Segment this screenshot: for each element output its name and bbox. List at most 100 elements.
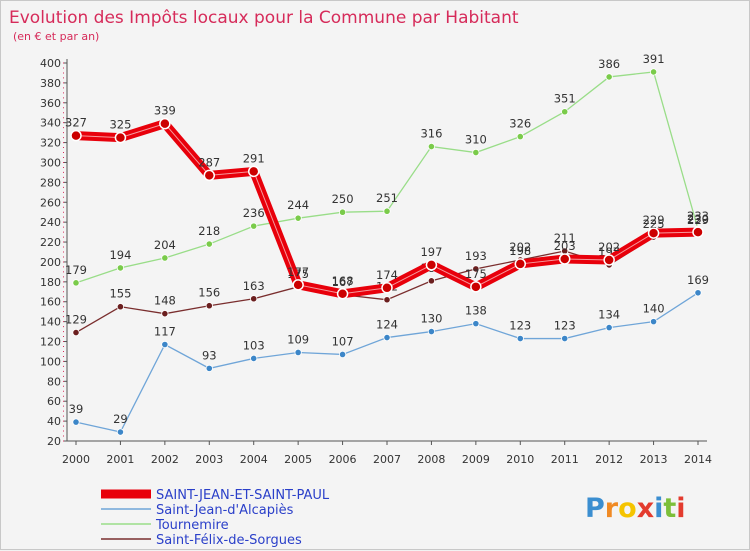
y-tick-label: 260 bbox=[40, 196, 61, 209]
legend: SAINT-JEAN-ET-SAINT-PAULSaint-Jean-d'Alc… bbox=[101, 488, 330, 548]
y-tick-label: 200 bbox=[40, 256, 61, 269]
data-label: 163 bbox=[243, 279, 265, 293]
data-point bbox=[72, 328, 80, 337]
x-tick-label: 2014 bbox=[684, 453, 712, 466]
data-label: 310 bbox=[465, 133, 487, 147]
data-label: 233 bbox=[687, 209, 709, 223]
data-label: 251 bbox=[376, 191, 398, 205]
data-label: 287 bbox=[198, 155, 220, 169]
data-label: 391 bbox=[643, 52, 665, 66]
data-label: 325 bbox=[109, 118, 131, 132]
brand-letter: o bbox=[618, 493, 637, 524]
data-label: 117 bbox=[154, 325, 176, 339]
data-point bbox=[514, 258, 527, 270]
data-label: 202 bbox=[509, 240, 531, 254]
data-point bbox=[205, 240, 213, 248]
data-point bbox=[383, 207, 391, 215]
brand-logo: Proxiti bbox=[585, 493, 686, 524]
data-label: 316 bbox=[420, 127, 442, 141]
data-point bbox=[338, 208, 347, 216]
x-tick-label: 2007 bbox=[373, 453, 401, 466]
data-point bbox=[250, 354, 258, 363]
data-label: 168 bbox=[332, 274, 354, 288]
x-tick-label: 2008 bbox=[417, 453, 445, 466]
data-point bbox=[116, 264, 125, 272]
series-0: 327 325 339 287 291 177 168 174 197 175 198 203 202 2… bbox=[65, 104, 709, 300]
data-point bbox=[558, 253, 571, 265]
data-label: 250 bbox=[332, 192, 354, 206]
data-label: 129 bbox=[65, 313, 87, 327]
data-point bbox=[294, 348, 302, 357]
data-label: 229 bbox=[643, 213, 665, 227]
y-tick-label: 280 bbox=[40, 176, 61, 189]
brand-letter: t bbox=[663, 493, 676, 524]
data-point bbox=[383, 333, 391, 342]
brand-text: Proxiti bbox=[585, 493, 686, 524]
data-point bbox=[472, 148, 480, 157]
data-label: 123 bbox=[509, 319, 531, 333]
brand-letter: x bbox=[637, 493, 654, 524]
data-point bbox=[159, 117, 171, 130]
data-label: 134 bbox=[598, 308, 620, 322]
data-label: 326 bbox=[509, 117, 531, 131]
data-point bbox=[470, 281, 482, 293]
chart-title: Evolution des Impôts locaux pour la Comm… bbox=[9, 8, 519, 28]
x-tick-label: 2011 bbox=[551, 453, 579, 466]
series-layer: 39 29 117 93 103 109 107 124 130 138 123 123 134 140 1… bbox=[65, 52, 709, 436]
data-point bbox=[336, 288, 349, 300]
data-point bbox=[472, 265, 480, 273]
data-point bbox=[338, 350, 347, 359]
data-point bbox=[116, 303, 125, 311]
data-point bbox=[205, 364, 213, 372]
data-point bbox=[116, 428, 125, 436]
data-label: 155 bbox=[109, 287, 131, 301]
data-point bbox=[694, 289, 702, 297]
y-tick-label: 300 bbox=[40, 156, 61, 169]
legend-entry: Tournemire bbox=[155, 518, 229, 533]
y-tick-label: 360 bbox=[40, 97, 61, 110]
data-point bbox=[250, 295, 258, 303]
x-tick-label: 2012 bbox=[595, 453, 623, 466]
data-label: 236 bbox=[243, 206, 265, 220]
data-label: 204 bbox=[154, 238, 176, 252]
data-label: 339 bbox=[154, 104, 176, 118]
data-point bbox=[203, 169, 216, 182]
data-label: 107 bbox=[332, 334, 354, 348]
x-tick-label: 2005 bbox=[284, 453, 312, 466]
data-point bbox=[649, 318, 658, 326]
data-point bbox=[605, 323, 613, 332]
data-label: 193 bbox=[465, 249, 487, 263]
data-label: 175 bbox=[465, 267, 487, 281]
y-tick-label: 120 bbox=[40, 336, 61, 349]
y-tick-label: 340 bbox=[40, 117, 61, 130]
data-label: 140 bbox=[643, 302, 665, 316]
data-point bbox=[427, 327, 436, 336]
data-label: 138 bbox=[465, 304, 487, 318]
data-label: 244 bbox=[287, 198, 309, 212]
data-point bbox=[247, 165, 260, 178]
data-label: 198 bbox=[509, 244, 531, 258]
data-point bbox=[472, 320, 480, 328]
data-label: 327 bbox=[65, 116, 87, 130]
y-tick-label: 20 bbox=[47, 435, 61, 448]
data-label: 211 bbox=[554, 231, 576, 245]
data-label: 386 bbox=[598, 57, 620, 71]
brand-letter: r bbox=[605, 493, 619, 524]
data-label: 194 bbox=[109, 248, 131, 262]
data-label: 218 bbox=[198, 224, 220, 238]
y-tick-label: 80 bbox=[47, 375, 61, 388]
y-tick-label: 160 bbox=[40, 296, 61, 309]
data-point bbox=[649, 68, 658, 76]
y-tick-label: 380 bbox=[40, 77, 61, 90]
data-point bbox=[383, 296, 391, 304]
x-tick-label: 2010 bbox=[506, 453, 534, 466]
legend-entry: SAINT-JEAN-ET-SAINT-PAUL bbox=[156, 488, 330, 503]
data-label: 109 bbox=[287, 332, 309, 346]
data-point bbox=[205, 302, 213, 310]
data-label: 103 bbox=[243, 338, 265, 352]
y-tick-label: 40 bbox=[47, 415, 61, 428]
data-point bbox=[427, 277, 436, 285]
y-tick-label: 240 bbox=[40, 216, 61, 229]
